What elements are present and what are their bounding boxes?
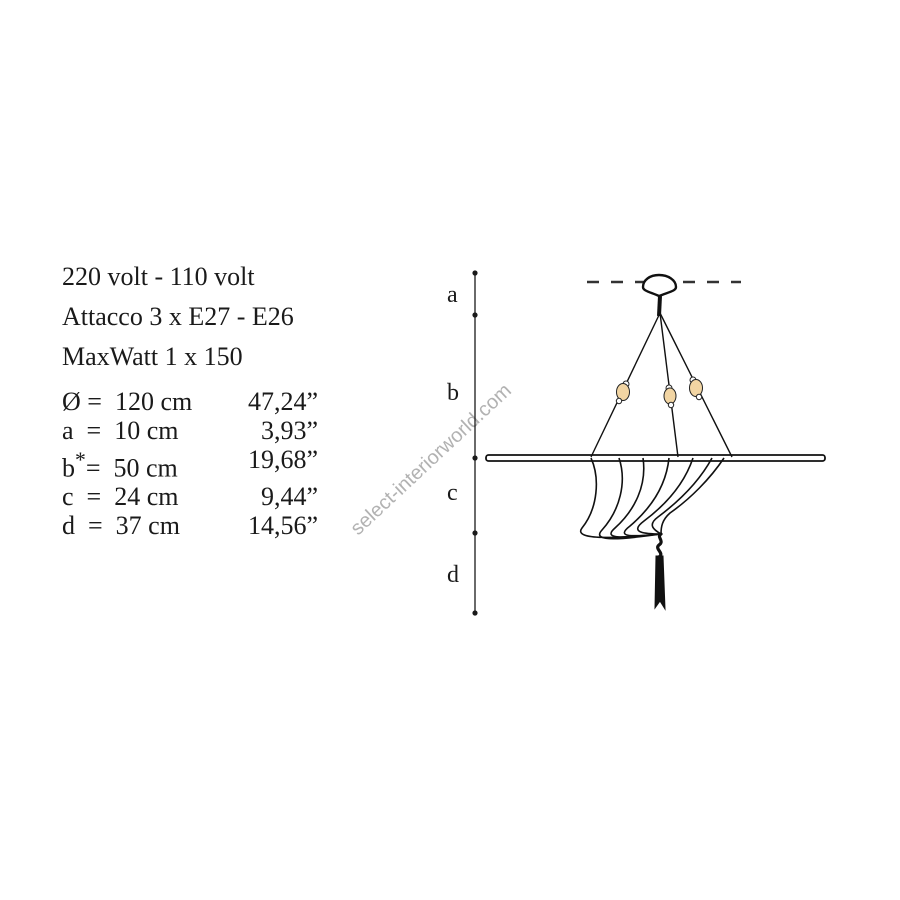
svg-text:select-interiorworld.com: select-interiorworld.com xyxy=(346,380,515,540)
svg-text:d: d xyxy=(447,562,459,588)
svg-text:a: a xyxy=(447,282,458,308)
svg-text:b: b xyxy=(447,380,459,406)
svg-text:c: c xyxy=(447,480,458,506)
